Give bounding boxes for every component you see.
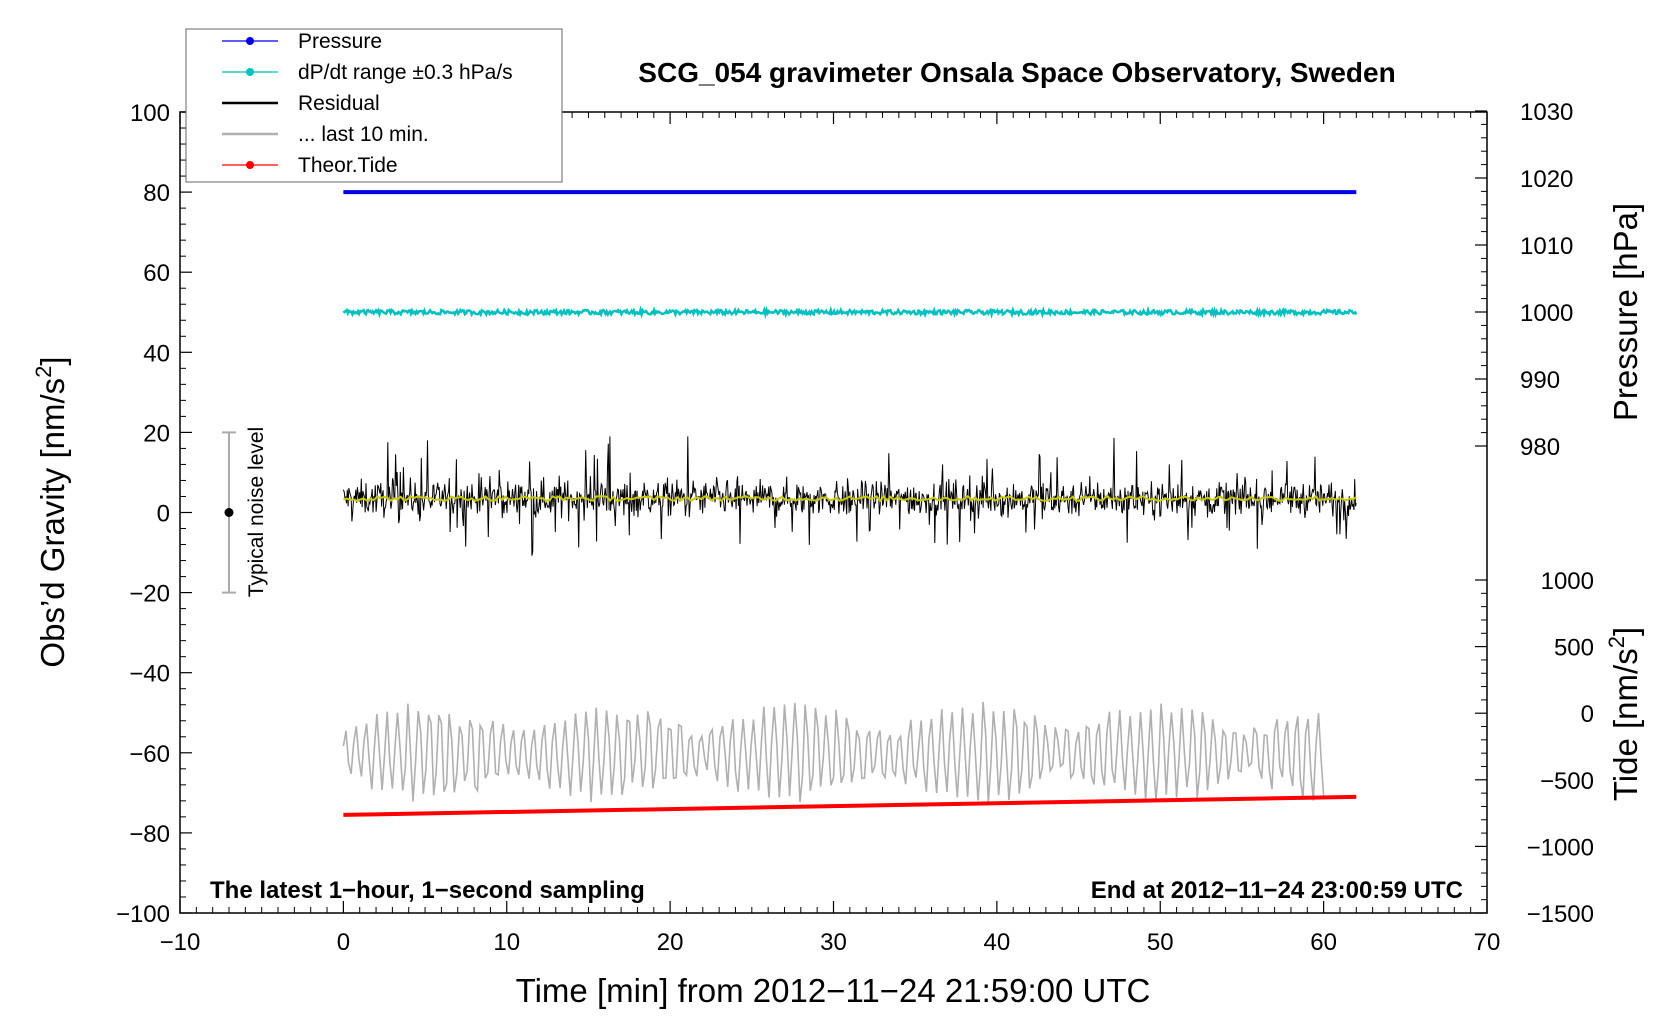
residual-smoothed-line [343, 494, 1357, 503]
y-tick-label: 0 [157, 501, 170, 528]
note-right: End at 2012−11−24 23:00:59 UTC [1091, 877, 1463, 904]
tide-axis-title: Tide [nm/s2] [1604, 627, 1644, 801]
pressure-tick-label: 1010 [1520, 233, 1573, 260]
y-axis-title-sup: 2 [31, 366, 56, 378]
x-tick-label: 30 [820, 929, 847, 956]
noise-bar-label: Typical noise level [245, 427, 268, 597]
y-tick-label: 20 [143, 420, 170, 447]
pressure-tick-label: 980 [1520, 434, 1560, 461]
y-tick-label: −20 [129, 581, 170, 608]
x-tick-label: 20 [657, 929, 684, 956]
x-tick-label: −10 [160, 929, 201, 956]
pressure-tick-label: 990 [1520, 367, 1560, 394]
y-tick-label: −100 [116, 901, 170, 928]
dpdt-line [342, 305, 1358, 320]
y-tick-label: −40 [129, 661, 170, 688]
x-tick-label: 60 [1310, 929, 1337, 956]
axes-layer: −10 0 10 20 30 40 50 60 70−100−80−60−40−20020406… [116, 99, 1594, 956]
tide-tick-label: 1000 [1541, 568, 1594, 595]
tide-tick-label: −1000 [1527, 834, 1594, 861]
y-axis-title-main: Obs’d Gravity [nm/s [34, 378, 71, 668]
noise-bar-center-dot [224, 508, 234, 517]
y-tick-label: 100 [130, 100, 170, 127]
tide-tick-label: 500 [1554, 635, 1594, 662]
tide-axis-title-main: Tide [nm/s [1607, 648, 1644, 801]
legend-label: Theor.Tide [298, 154, 398, 177]
tide-axis-title-sup: 2 [1604, 636, 1629, 648]
legend-label: ... last 10 min. [298, 123, 429, 146]
note-left: The latest 1−hour, 1−second sampling [210, 877, 645, 904]
legend-marker [246, 161, 254, 169]
y-tick-label: −60 [129, 741, 170, 768]
y-tick-label: −80 [129, 821, 170, 848]
x-tick-label: 10 [493, 929, 520, 956]
x-tick-label: 0 [337, 929, 350, 956]
tide-tick-label: −500 [1540, 768, 1594, 795]
legend-marker [246, 68, 254, 76]
tide-line [343, 794, 1357, 817]
x-tick-label: 70 [1474, 929, 1501, 956]
last-10min-line [342, 701, 1325, 804]
x-tick-label: 40 [984, 929, 1011, 956]
legend-label: Residual [298, 92, 380, 115]
legend: Pressure dP/dt range ±0.3 hPa/s Residual..… [185, 28, 563, 183]
tide-tick-label: 0 [1581, 701, 1594, 728]
y-tick-label: 80 [143, 180, 170, 207]
legend-marker [246, 37, 254, 45]
legend-box [185, 28, 563, 183]
x-axis-title: Time [min] from 2012−11−24 21:59:00 UTC [516, 972, 1151, 1009]
pressure-tick-label: 1030 [1520, 99, 1573, 126]
y-tick-label: 60 [143, 260, 170, 287]
y-axis-title: Obs’d Gravity [nm/s2] [31, 356, 71, 667]
y-tick-label: 40 [143, 340, 170, 367]
pressure-tick-label: 1020 [1520, 166, 1573, 193]
pressure-tick-label: 1000 [1520, 300, 1573, 327]
tide-tick-label: −1500 [1527, 901, 1594, 928]
tide-axis-title-end: ] [1607, 627, 1644, 636]
series-layer [222, 190, 1358, 817]
legend-label: dP/dt range ±0.3 hPa/s [298, 61, 513, 84]
residual-line [342, 436, 1357, 556]
legend-label: Pressure [298, 30, 382, 53]
y-axis-title-end: ] [34, 356, 71, 365]
chart-title: SCG_054 gravimeter Onsala Space Observat… [638, 57, 1395, 88]
pressure-axis-title: Pressure [hPa] [1607, 203, 1644, 421]
x-tick-label: 50 [1147, 929, 1174, 956]
